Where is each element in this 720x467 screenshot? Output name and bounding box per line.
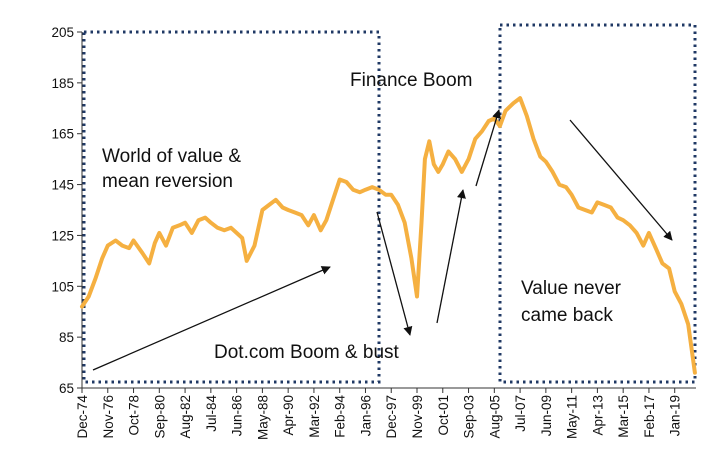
y-tick-label: 165 <box>51 127 74 142</box>
y-tick-label: 85 <box>59 330 74 345</box>
x-tick-label: Dec-74 <box>75 395 90 439</box>
x-tick-label: Jul-84 <box>204 395 219 432</box>
annotation-value-never-2: came back <box>521 305 613 326</box>
period-box-value-era <box>82 30 381 384</box>
annotation-dotcom: Dot.com Boom & bust <box>214 342 400 363</box>
x-tick-label: Feb-94 <box>333 395 348 438</box>
trend-arrow-4 <box>475 109 501 187</box>
x-tick-label: Oct-78 <box>127 395 142 436</box>
trend-arrow-5 <box>569 119 673 241</box>
x-tick-label: Jan-96 <box>358 395 373 436</box>
x-tick-label: May-11 <box>565 395 580 439</box>
x-axis: Dec-74 Nov-76 Oct-78 Sep-80 Aug-82 Jul-84 Jun-… <box>75 387 696 440</box>
y-tick-label: 125 <box>51 228 74 243</box>
trend-arrow-2 <box>376 211 413 336</box>
x-tick-label: Sep-80 <box>152 395 167 439</box>
x-tick-label: May-88 <box>255 395 270 440</box>
annotation-finance-boom: Finance Boom <box>350 70 473 91</box>
x-tick-label: Nov-76 <box>101 395 116 439</box>
x-tick-label: Sep-03 <box>462 395 477 439</box>
x-tick-label: Jan-19 <box>668 395 683 436</box>
trend-arrow-3 <box>436 189 466 324</box>
x-tick-label: Mar-15 <box>616 395 631 438</box>
x-tick-label: Mar-92 <box>307 395 322 438</box>
period-box-post-crisis <box>498 23 697 384</box>
y-tick-label: 65 <box>59 381 74 396</box>
annotation-value-never-1: Value never <box>521 278 622 299</box>
x-tick-label: Aug-05 <box>487 395 502 439</box>
y-tick-label: 185 <box>51 76 74 91</box>
y-tick-label: 145 <box>51 178 74 193</box>
y-tick-label: 105 <box>51 279 74 294</box>
y-tick-label: 205 <box>51 25 74 40</box>
x-tick-label: Feb-17 <box>642 395 657 438</box>
x-tick-label: Oct-01 <box>436 395 451 436</box>
x-tick-label: Jun-86 <box>230 395 245 436</box>
x-tick-label: Aug-82 <box>178 395 193 439</box>
annotation-world-of-value-1: World of value & <box>102 146 241 167</box>
trend-arrow-1 <box>92 266 331 371</box>
x-tick-label: Jul-07 <box>513 395 528 432</box>
x-tick-label: Apr-13 <box>590 395 605 436</box>
x-tick-label: Jun-09 <box>539 395 554 436</box>
y-axis: 205 185 165 145 125 105 85 65 <box>51 25 83 396</box>
x-tick-label: Apr-90 <box>281 395 296 436</box>
x-tick-label: Dec-97 <box>384 395 399 439</box>
x-tick-label: Nov-99 <box>410 395 425 439</box>
annotation-world-of-value-2: mean reversion <box>102 171 233 192</box>
series-line <box>80 96 697 375</box>
